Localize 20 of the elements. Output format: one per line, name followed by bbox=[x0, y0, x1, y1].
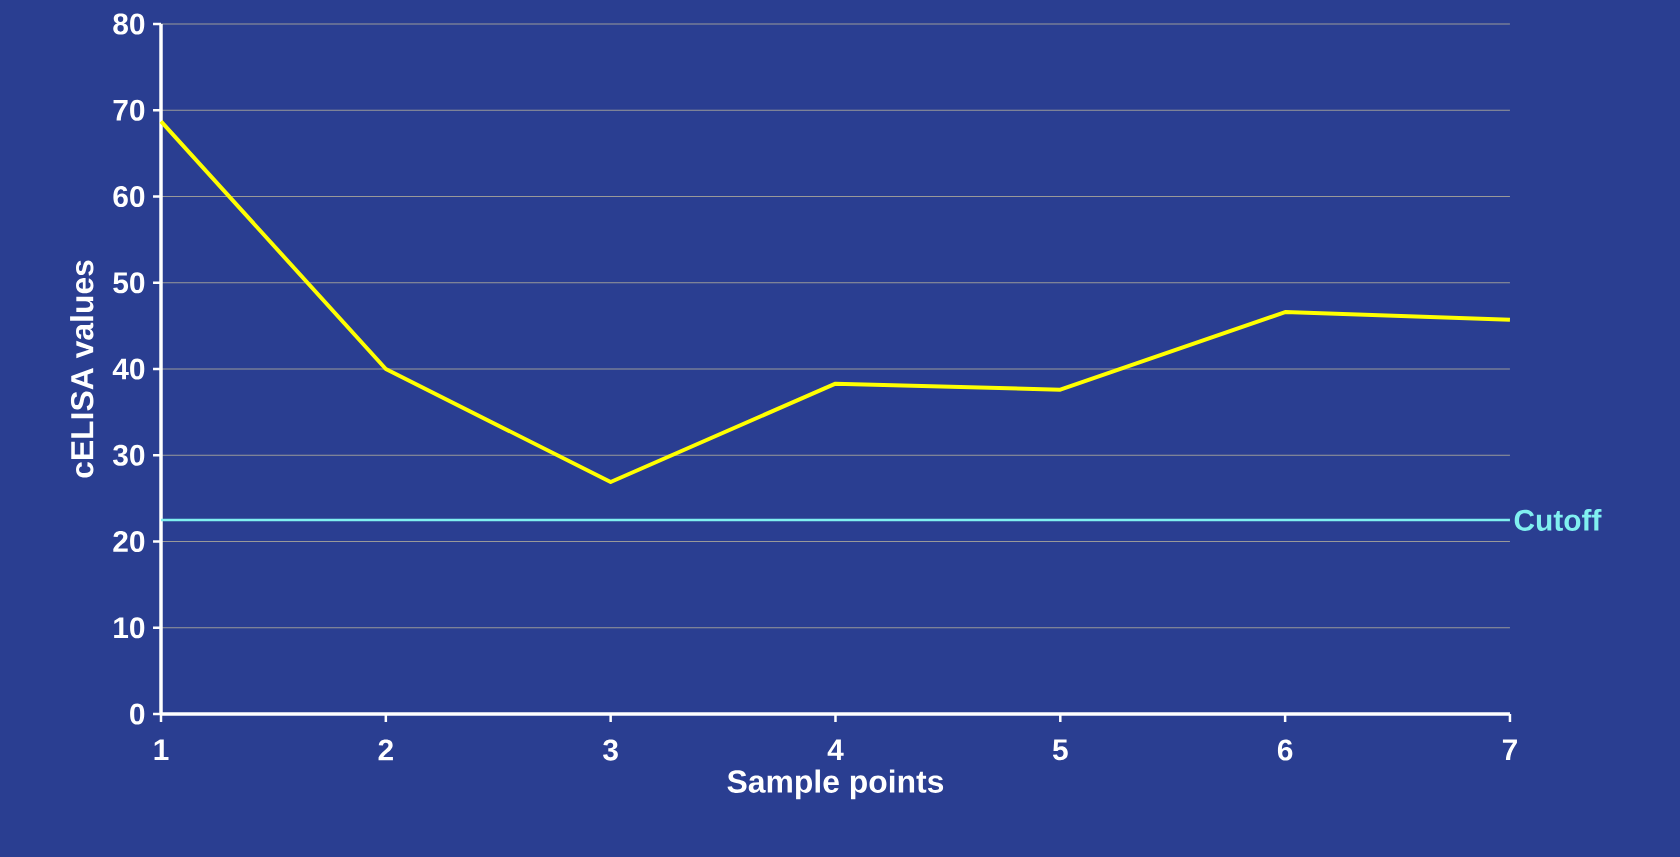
y-tick-label: 0 bbox=[130, 703, 145, 725]
y-tick-label: 40 bbox=[112, 358, 145, 380]
x-axis-title: Sample points bbox=[727, 769, 944, 800]
x-tick-label: 2 bbox=[378, 739, 393, 761]
y-tick-label: 60 bbox=[113, 185, 145, 208]
ref-line-label: Cutoff bbox=[1514, 508, 1602, 531]
line-series bbox=[159, 119, 1512, 484]
x-tick-label: 5 bbox=[1052, 739, 1068, 761]
x-tick-label: 3 bbox=[603, 739, 618, 761]
y-axis-title: cELISA values bbox=[70, 260, 94, 478]
x-tick-label: 1 bbox=[154, 739, 169, 760]
x-tick-label: 6 bbox=[1277, 739, 1293, 761]
y-tick-label: 20 bbox=[113, 530, 145, 553]
x-tick-label: 7 bbox=[1502, 739, 1517, 760]
x-tick-label: 4 bbox=[827, 739, 844, 760]
y-tick-label: 50 bbox=[113, 272, 145, 294]
y-tick-label: 80 bbox=[113, 13, 145, 35]
y-tick-label: 30 bbox=[112, 444, 145, 466]
y-tick-label: 70 bbox=[113, 99, 145, 121]
y-tick-label: 10 bbox=[114, 617, 145, 639]
